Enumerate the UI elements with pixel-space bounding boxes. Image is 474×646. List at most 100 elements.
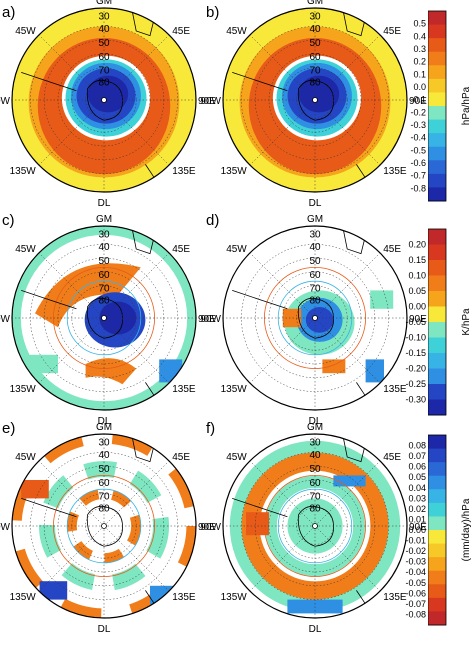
lat-ring-label: 50 [98,256,110,267]
longitude-label-135w: 135W [221,384,248,395]
colorbar-swatch [428,435,446,450]
longitude-label-90e: 90E [198,96,216,107]
colorbar-tick-label: -0.5 [410,145,426,155]
colorbar-tick-label: 0.05 [408,472,426,482]
colorbar-swatch [428,173,446,188]
colorbar-swatch [428,260,446,276]
lat-ring-label: 70 [98,284,110,295]
lat-ring-label: 50 [309,38,321,49]
longitude-label-dl: DL [309,416,322,427]
lat-ring-label: 30 [98,11,110,22]
lat-ring-label: 40 [98,450,110,461]
colorbar-tick-label: 0.5 [413,19,426,29]
colorbar-tick-label: -0.05 [405,578,426,588]
lat-ring-label: 70 [98,492,110,503]
lat-ring-label: 80 [98,296,110,307]
colorbar-1: hPa/hPa [428,10,472,202]
longitude-label-135e: 135E [383,384,407,395]
colorbar-tick-label: -0.04 [405,567,426,577]
colorbar-swatch [428,475,446,490]
colorbar-tick-label: -0.20 [405,364,426,374]
longitude-label-90w: 90W [0,522,11,533]
longitude-label-gm: GM [307,422,323,433]
longitude-label-135e: 135E [383,592,407,603]
longitude-label-dl: DL [309,198,322,209]
colorbar-swatch [428,462,446,477]
lat-ring-label: 60 [309,478,321,489]
colorbar-swatch [428,489,446,504]
longitude-label-45e: 45E [383,452,401,463]
colorbar-tick-label: 0.06 [408,462,426,472]
longitude-label-45w: 45W [226,452,247,463]
colorbar-tick-label: -0.05 [405,317,426,327]
lat-ring-label: 30 [98,437,110,448]
lat-ring-label: 60 [98,52,110,63]
lat-ring-label: 40 [98,242,110,253]
longitude-label-gm: GM [307,0,323,7]
colorbar-swatch [428,543,446,558]
longitude-label-45e: 45E [172,26,190,37]
colorbar-tick-label: -0.25 [405,379,426,389]
lat-ring-label: 60 [309,270,321,281]
longitude-label-90e: 90E [409,96,427,107]
longitude-label-135w: 135W [10,384,37,395]
colorbar-tick-label: 0.10 [408,271,426,281]
longitude-label-135w: 135W [10,592,37,603]
colorbar-unit-label: K/hPa [461,308,472,336]
colorbar-tick-label: 0.4 [413,31,426,41]
colorbar-tick-label: -0.15 [405,348,426,358]
lat-ring-label: 40 [98,24,110,35]
colorbar-tick-label: -0.02 [405,546,426,556]
colorbar-tick-label: 0.01 [408,514,426,524]
lat-ring-label: 50 [309,256,321,267]
colorbar-unit-label: (mm/day)/hPa [461,498,472,561]
colorbar-tick-label: -0.03 [405,557,426,567]
lat-ring-label: 60 [98,270,110,281]
colorbar-swatch [428,106,446,121]
colorbar-ticks-2: 0.20 0.15 0.10 0.05 0.00 -0.05 -0.10 -0.15 -0.20… [405,240,426,405]
lat-ring-label: 30 [309,437,321,448]
colorbar-tick-label: 0.15 [408,255,426,265]
colorbar-swatch [428,597,446,612]
longitude-label-90e: 90E [198,522,216,533]
colorbar-tick-label: 0.20 [408,240,426,250]
colorbar-tick-label: 0.0 [413,82,426,92]
colorbar-tick-label: -0.6 [410,158,426,168]
colorbar-swatch [428,65,446,80]
lat-ring-label: 40 [309,450,321,461]
lat-ring-label: 50 [309,464,321,475]
longitude-label-135e: 135E [172,384,196,395]
colorbar-tick-label: 0.00 [408,525,426,535]
colorbar-swatch [428,229,446,245]
colorbar-swatch [428,353,446,369]
colorbar-tick-label: 0.04 [408,483,426,493]
lat-ring-label: 70 [309,284,321,295]
longitude-label-dl: DL [98,416,111,427]
lat-ring-label: 40 [309,24,321,35]
lat-ring-label: 60 [309,52,321,63]
colorbar-swatch [428,38,446,53]
colorbar-tick-label: 0.2 [413,57,426,67]
colorbar-tick-label: 0.00 [408,302,426,312]
colorbar-3: (mm/day)/hPa [428,434,472,626]
longitude-label-90w: 90W [0,314,11,325]
longitude-label-135w: 135W [221,592,248,603]
longitude-label-45e: 45E [172,244,190,255]
panel-label-e: e) [2,420,16,437]
colorbar-swatch [428,187,446,202]
lat-ring-label: 30 [98,229,110,240]
colorbar-swatch [428,502,446,517]
colorbar-tick-label: 0.3 [413,44,426,54]
colorbar-tick-label: 0.03 [408,493,426,503]
colorbar-swatch [428,275,446,292]
lat-ring-label: 30 [309,11,321,22]
colorbar-swatch [428,78,446,93]
colorbar-tick-label: -0.08 [405,609,426,619]
longitude-label-90w: 90W [200,522,221,533]
colorbar-tick-label: -0.1 [410,95,426,105]
lat-ring-label: 30 [309,229,321,240]
